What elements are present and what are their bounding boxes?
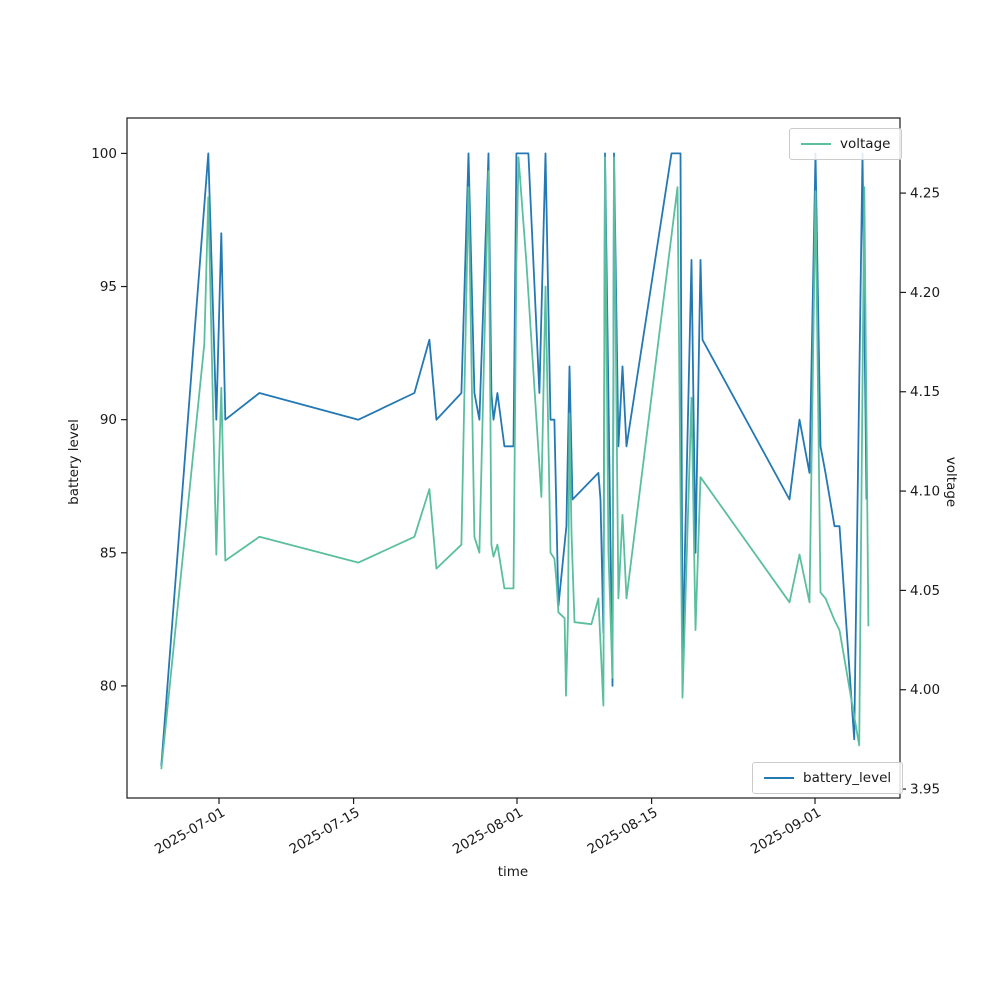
left-axis-title: battery level — [66, 419, 82, 505]
x-axis-title: time — [497, 864, 529, 880]
plot-lines — [160, 152, 870, 770]
right-axis-ticks: 3.95 4.00 4.05 4.10 4.15 4.20 4.25 — [900, 186, 940, 798]
series-battery_level — [160, 152, 868, 766]
right-tick-label: 3.95 — [910, 782, 940, 798]
x-axis-ticks: 2025-07-01 2025-07-15 2025-08-01 2025-08-15… — [152, 798, 824, 858]
right-tick-label: 4.00 — [910, 682, 940, 698]
x-tick-label: 2025-07-01 — [152, 805, 228, 858]
plot-frame — [126, 117, 901, 799]
battery-legend-label: battery_level — [803, 770, 892, 786]
x-tick-label: 2025-08-01 — [450, 805, 526, 858]
legend-battery-level: battery_level — [752, 762, 904, 794]
left-tick-label: 80 — [100, 678, 117, 694]
battery-legend-line-icon — [764, 777, 794, 779]
legend-voltage: voltage — [789, 128, 903, 160]
left-tick-label: 100 — [91, 146, 117, 162]
x-tick-label: 2025-07-15 — [287, 805, 363, 858]
right-axis-title: voltage — [943, 456, 959, 508]
x-tick-label: 2025-08-15 — [585, 805, 661, 858]
left-tick-label: 90 — [100, 412, 117, 428]
left-tick-label: 85 — [100, 545, 117, 561]
voltage-legend-line-icon — [801, 143, 831, 145]
x-tick-label: 2025-09-01 — [748, 805, 824, 858]
left-axis-ticks: 80 85 90 95 100 — [91, 146, 127, 694]
series-voltage — [160, 156, 870, 770]
left-tick-label: 95 — [100, 279, 117, 295]
right-tick-label: 4.10 — [910, 484, 940, 500]
right-tick-label: 4.20 — [910, 285, 940, 301]
right-tick-label: 4.05 — [910, 583, 940, 599]
voltage-legend-label: voltage — [840, 136, 891, 152]
right-tick-label: 4.25 — [910, 186, 940, 202]
right-tick-label: 4.15 — [910, 384, 940, 400]
